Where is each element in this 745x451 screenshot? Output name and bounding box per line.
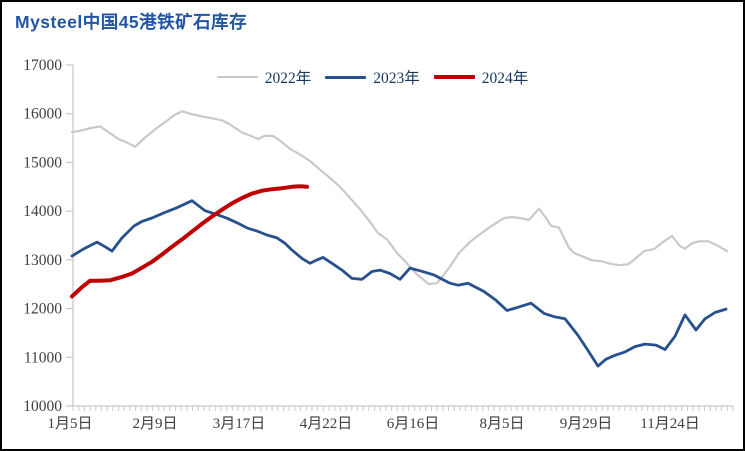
series-line-2024年 (70, 184, 309, 299)
chart-title: Mysteel中国45港铁矿石库存 (15, 12, 248, 32)
series-line-2022年 (70, 110, 729, 286)
legend-line-swatch (325, 75, 367, 79)
y-tick-label: 16000 (23, 106, 62, 123)
legend-label: 2022年 (264, 70, 312, 87)
y-tick-label: 11000 (24, 349, 62, 366)
x-tick-label: 6月16日 (387, 416, 440, 432)
y-tick-label: 13000 (23, 252, 62, 269)
legend-item-2022年: 2022年 (216, 66, 312, 88)
x-tick-label: 8月5日 (479, 416, 524, 432)
x-tick-label: 1月5日 (47, 416, 92, 432)
series-line-2023年 (70, 199, 728, 368)
y-tick-label: 14000 (23, 203, 62, 220)
legend-label: 2024年 (481, 70, 529, 87)
y-tick-label: 15000 (23, 154, 62, 171)
legend-line-swatch (216, 76, 258, 78)
legend-line-swatch (433, 75, 475, 79)
legend-item-2023年: 2023年 (325, 66, 420, 88)
y-tick-label: 10000 (23, 398, 62, 415)
x-tick-label: 4月22日 (300, 416, 353, 432)
legend-item-2024年: 2024年 (433, 66, 529, 88)
x-tick-label: 9月29日 (560, 416, 613, 432)
x-tick-label: 3月17日 (213, 416, 266, 432)
legend-label: 2023年 (373, 70, 420, 87)
x-tick-label: 2月9日 (132, 416, 177, 432)
y-tick-label: 17000 (23, 57, 62, 74)
y-tick-label: 12000 (23, 301, 62, 318)
legend: 2022年 2023年 2024年 (2, 66, 743, 88)
x-tick-label: 11月24日 (640, 416, 699, 432)
